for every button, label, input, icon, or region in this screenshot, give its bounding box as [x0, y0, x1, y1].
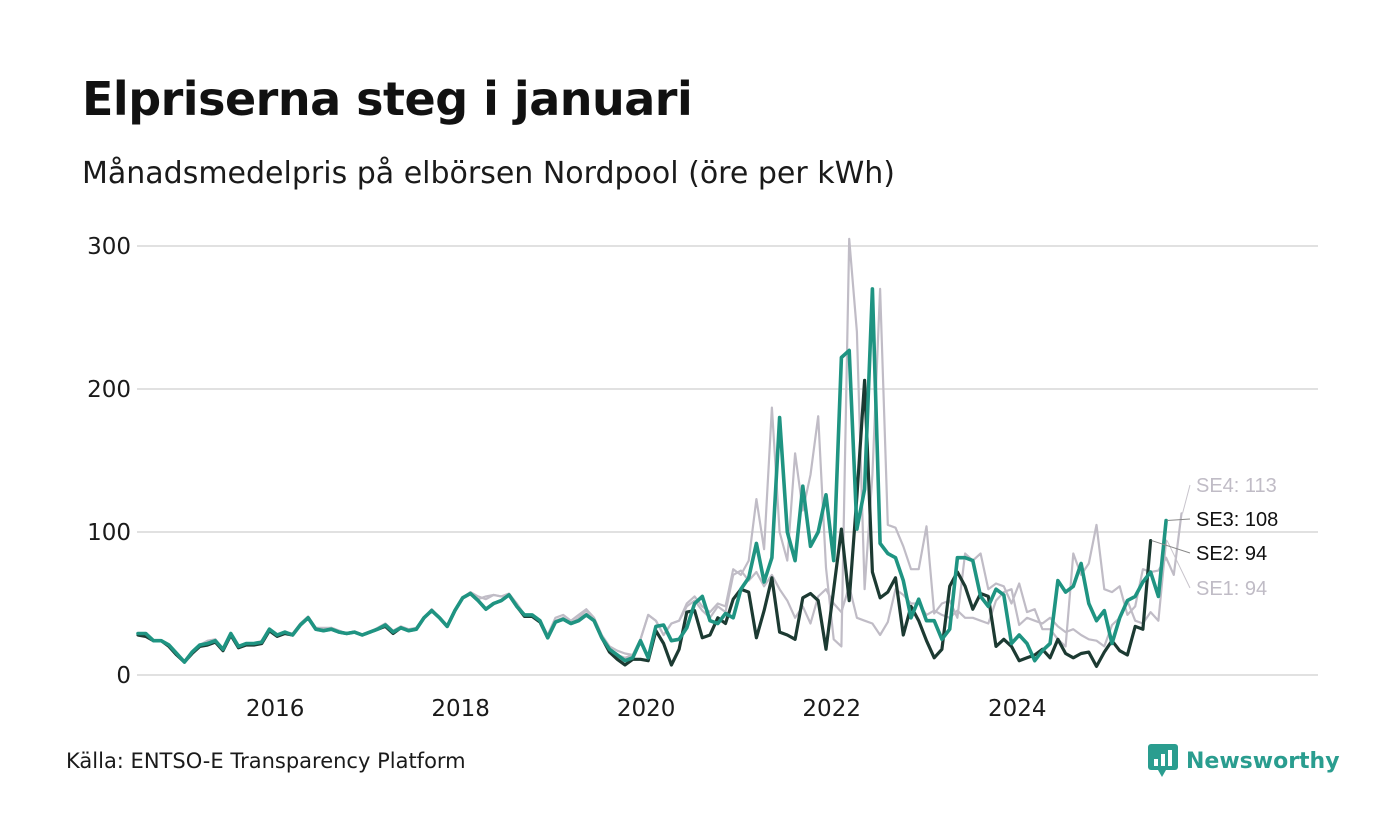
gridlines	[137, 245, 1318, 676]
y-tick-label-200: 200	[87, 377, 131, 403]
chart-subtitle: Månadsmedelpris på elbörsen Nordpool (ör…	[82, 156, 895, 191]
axis-labels: 0 100 200 300 2016 2018 2020 2022 2024	[87, 234, 1046, 722]
brand-name: Newsworthy	[1186, 748, 1340, 774]
chart-title: Elpriserna steg i januari	[82, 72, 693, 126]
leader-line-se3	[1167, 518, 1191, 522]
leader-line-se4	[1182, 484, 1191, 514]
source-note: Källa: ENTSO-E Transparency Platform	[66, 749, 466, 773]
end-label-se2: SE2: 94	[1196, 543, 1267, 565]
leader-line-se1	[1166, 540, 1191, 589]
end-labels: SE1: 94 SE4: 113 SE2: 94 SE3: 108	[1151, 475, 1278, 600]
end-label-se3: SE3: 108	[1196, 509, 1278, 531]
end-label-se1: SE1: 94	[1196, 578, 1267, 600]
series-line-se2	[136, 378, 1153, 669]
series-line-se4	[136, 237, 1183, 664]
x-tick-label-2022: 2022	[802, 696, 861, 722]
end-label-se4: SE4: 113	[1196, 475, 1277, 497]
x-tick-label-2024: 2024	[988, 696, 1047, 722]
y-tick-label-100: 100	[87, 520, 131, 546]
y-tick-label-300: 300	[87, 234, 131, 260]
brand-logo[interactable]: Newsworthy	[1148, 744, 1340, 778]
series-line-se3	[136, 287, 1168, 664]
leader-line-se2	[1151, 540, 1191, 554]
x-tick-label-2020: 2020	[617, 696, 676, 722]
series-lines	[136, 237, 1183, 669]
x-tick-label-2018: 2018	[431, 696, 490, 722]
y-tick-label-0: 0	[116, 663, 131, 689]
newsworthy-logo-icon	[1148, 744, 1178, 777]
x-tick-label-2016: 2016	[246, 696, 305, 722]
